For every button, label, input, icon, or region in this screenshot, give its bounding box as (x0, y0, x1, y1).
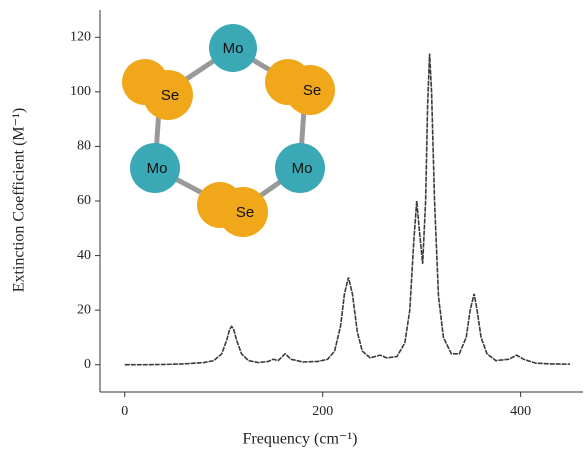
molecule-inset: Mo Mo Mo Se Se Se (122, 24, 335, 237)
y-tick-label: 120 (70, 30, 91, 45)
y-tick-label: 60 (77, 193, 91, 208)
x-tick-label: 200 (312, 404, 333, 419)
y-tick-label: 0 (84, 357, 91, 372)
atom-label: Mo (292, 160, 313, 177)
atom-label: Mo (223, 40, 244, 57)
atom-label: Se (161, 87, 179, 104)
chart: 0204060801001200200400 Frequency (cm⁻¹) … (0, 0, 585, 455)
y-tick-label: 80 (77, 139, 91, 154)
y-tick-label: 20 (77, 302, 91, 317)
atom-label: Se (236, 204, 254, 221)
y-axis-label: Extinction Coefficient (M⁻¹) (11, 108, 28, 292)
x-axis-label: Frequency (cm⁻¹) (243, 431, 358, 448)
atom-label: Mo (147, 160, 168, 177)
y-tick-label: 100 (70, 84, 91, 99)
y-tick-label: 40 (77, 248, 91, 263)
x-tick-label: 0 (121, 404, 128, 419)
atom-label: Se (303, 82, 321, 99)
x-tick-label: 400 (510, 404, 531, 419)
